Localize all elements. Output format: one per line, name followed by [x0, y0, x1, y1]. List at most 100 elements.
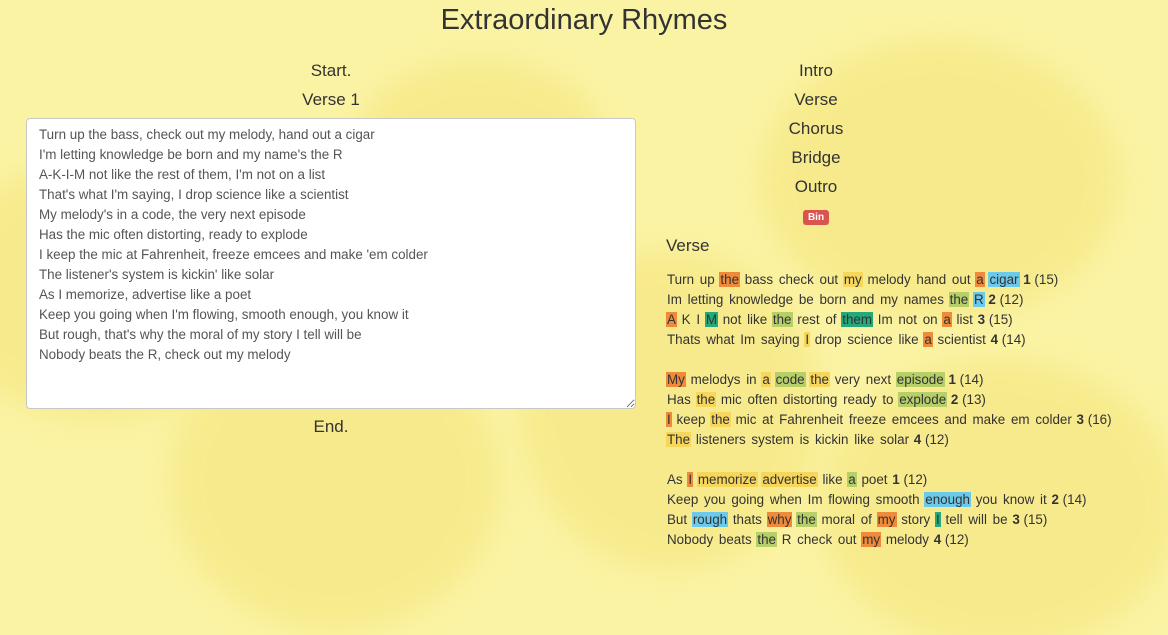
analysis-line: I keep the mic at Fahrenheit freeze emce…: [666, 410, 1168, 430]
word: system: [751, 432, 794, 447]
word: check: [797, 532, 833, 547]
word: emcees: [891, 412, 939, 427]
syllable-count: (15): [1034, 272, 1059, 287]
stanza: As I memorize advertise like a poet 1 (1…: [666, 470, 1168, 550]
rhyme-word: a: [923, 332, 933, 347]
word: know: [1003, 492, 1035, 507]
line-number: 3: [1076, 412, 1084, 427]
analysis-line: But rough thats why the moral of my stor…: [666, 510, 1168, 530]
word: Nobody: [667, 532, 714, 547]
word: mic: [720, 392, 742, 407]
syllable-count: (14): [1062, 492, 1087, 507]
syllable-count: (12): [999, 292, 1024, 307]
word: melodys: [690, 372, 741, 387]
word: colder: [1035, 412, 1072, 427]
analysis-line: Im letting knowledge be born and my name…: [666, 290, 1168, 310]
rhyme-word: the: [756, 532, 778, 547]
rhyme-word: rough: [691, 512, 729, 527]
section-link-verse[interactable]: Verse: [794, 90, 838, 109]
word: will: [968, 512, 987, 527]
word: you: [704, 492, 726, 507]
analysis-line: As I memorize advertise like a poet 1 (1…: [666, 470, 1168, 490]
line-number: 1: [1023, 272, 1031, 287]
word: scientist: [937, 332, 986, 347]
rhyme-word: explode: [898, 392, 948, 407]
section-link-bridge[interactable]: Bridge: [791, 148, 841, 167]
word: names: [903, 292, 944, 307]
line-number: 2: [1051, 492, 1059, 507]
bin-button[interactable]: Bin: [802, 210, 830, 225]
section-list: Intro Verse Chorus Bridge Outro: [496, 56, 1136, 201]
word: Im: [667, 292, 682, 307]
word: it: [1040, 492, 1047, 507]
syllable-count: (16): [1087, 412, 1112, 427]
line-number: 2: [988, 292, 996, 307]
rhyme-word: memorize: [696, 472, 758, 487]
word: rest: [797, 312, 820, 327]
start-label: Start.: [310, 61, 352, 80]
word: Im: [807, 492, 823, 507]
syllable-count: (15): [988, 312, 1013, 327]
analysis-line: Thats what Im saying I drop science like…: [666, 330, 1168, 350]
word: flowing: [828, 492, 870, 507]
word: is: [799, 432, 810, 447]
rhyme-word: R: [973, 292, 985, 307]
word: hand: [916, 272, 947, 287]
word: out: [837, 532, 857, 547]
section-link-chorus[interactable]: Chorus: [788, 119, 844, 138]
word: freeze: [848, 412, 887, 427]
page-title: Extraordinary Rhymes: [440, 4, 728, 36]
syllable-count: (14): [1001, 332, 1026, 347]
word: keep: [676, 412, 706, 427]
analysis-line: My melodys in a code the very next episo…: [666, 370, 1168, 390]
rhyme-word: the: [771, 312, 793, 327]
line-number: 1: [948, 372, 956, 387]
line-number: 1: [892, 472, 900, 487]
syllable-count: (13): [962, 392, 986, 407]
rhyme-word: M: [704, 312, 718, 327]
analysis-line: The listeners system is kickin like sola…: [666, 430, 1168, 450]
section-link-outro[interactable]: Outro: [794, 177, 838, 196]
word: thats: [732, 512, 762, 527]
rhyme-word: I: [666, 412, 672, 427]
word: Fahrenheit: [779, 412, 844, 427]
word: letting: [687, 292, 724, 307]
word: melody: [867, 272, 911, 287]
lyrics-input[interactable]: Turn up the bass, check out my melody, h…: [26, 118, 636, 409]
rhyme-word: I: [687, 472, 694, 487]
word: R: [781, 532, 792, 547]
rhyme-word: A: [666, 312, 677, 327]
rhyme-word: why: [766, 512, 793, 527]
word: story: [901, 512, 931, 527]
line-number: 4: [913, 432, 922, 447]
word: at: [762, 412, 774, 427]
word: Turn: [667, 272, 695, 287]
word: like: [898, 332, 919, 347]
word: list: [956, 312, 973, 327]
line-number: 3: [1012, 512, 1020, 527]
word: poet: [861, 472, 888, 487]
syllable-count: (14): [959, 372, 984, 387]
word: moral: [821, 512, 855, 527]
word: out: [951, 272, 971, 287]
word: drop: [814, 332, 842, 347]
rhyme-word: episode: [895, 372, 945, 387]
word: of: [860, 512, 872, 527]
line-number: 4: [990, 332, 999, 347]
word: going: [731, 492, 765, 507]
rhyme-word: enough: [924, 492, 971, 507]
word: out: [819, 272, 839, 287]
analysis-title: Verse: [666, 236, 710, 255]
word: and: [944, 412, 967, 427]
end-label: End.: [313, 417, 349, 436]
section-label: Verse 1: [302, 90, 360, 109]
syllable-count: (12): [944, 532, 969, 547]
rhyme-word: code: [774, 372, 806, 387]
word: kickin: [814, 432, 849, 447]
rhyme-word: the: [948, 292, 970, 307]
word: make: [972, 412, 1006, 427]
word: often: [747, 392, 778, 407]
word: mic: [735, 412, 757, 427]
rhyme-word: a: [942, 312, 952, 327]
section-link-intro[interactable]: Intro: [798, 61, 834, 80]
